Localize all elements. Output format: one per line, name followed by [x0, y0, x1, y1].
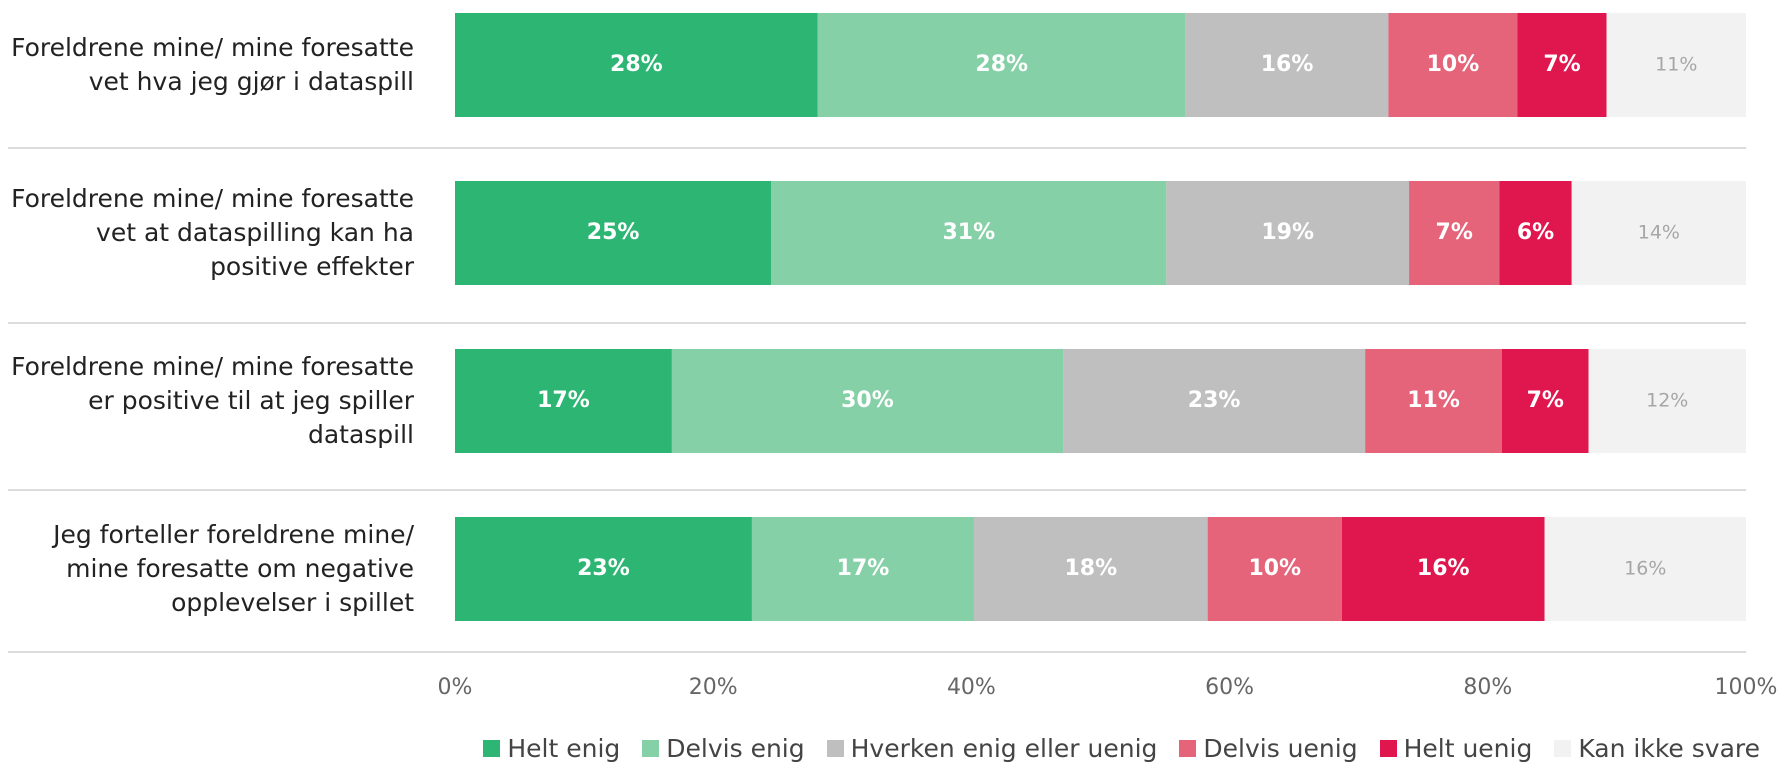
- legend-swatch: [1554, 740, 1572, 757]
- value-label: 7%: [1543, 52, 1580, 77]
- value-label: 28%: [975, 52, 1028, 77]
- value-label: 16%: [1261, 52, 1314, 77]
- legend-item: Helt uenig: [1379, 734, 1533, 763]
- x-tick-label: 80%: [1463, 675, 1512, 700]
- bar-segment: [671, 349, 1064, 453]
- legend-item: Delvis uenig: [1179, 734, 1358, 763]
- value-label: 10%: [1248, 556, 1301, 581]
- legend-item: Delvis enig: [642, 734, 805, 763]
- bar-segment: [1185, 13, 1389, 117]
- legend-label: Helt uenig: [1403, 734, 1533, 763]
- value-label: 17%: [837, 556, 890, 581]
- value-label: 18%: [1064, 556, 1117, 581]
- value-label: 14%: [1638, 222, 1680, 244]
- bar-segment: [455, 349, 672, 453]
- bar-segment: [1388, 13, 1518, 117]
- value-label: 23%: [1188, 388, 1241, 413]
- value-label: 17%: [537, 388, 590, 413]
- legend-swatch: [483, 740, 501, 757]
- bar-segment: [1588, 349, 1746, 453]
- value-label: 10%: [1427, 52, 1480, 77]
- value-label: 16%: [1417, 556, 1470, 581]
- legend-label: Helt enig: [507, 734, 621, 763]
- bar-segment: [1365, 349, 1503, 453]
- x-tick-label: 60%: [1205, 675, 1254, 700]
- bar-segment: [1502, 349, 1589, 453]
- legend-swatch: [1379, 740, 1397, 757]
- legend-label: Hverken enig eller uenig: [850, 734, 1158, 763]
- value-label: 30%: [841, 388, 894, 413]
- value-label: 28%: [610, 52, 663, 77]
- bar-segment: [751, 517, 974, 621]
- legend-label: Delvis enig: [666, 734, 805, 763]
- legend-swatch: [642, 740, 660, 757]
- bar-segment: [771, 181, 1167, 285]
- value-label: 11%: [1655, 54, 1697, 76]
- legend-item: Kan ikke svare: [1554, 734, 1760, 763]
- bar-segment: [455, 13, 818, 117]
- value-label: 11%: [1407, 388, 1460, 413]
- category-label: Foreldrene mine/ mine foresatte er posit…: [11, 352, 414, 449]
- bar-segment: [973, 517, 1208, 621]
- category-label: Foreldrene mine/ mine foresatte vet hva …: [11, 33, 414, 96]
- bar-segment: [1571, 181, 1746, 285]
- bar-segment: [455, 517, 752, 621]
- bar-segment: [1499, 181, 1572, 285]
- x-tick-label: 100%: [1715, 675, 1778, 700]
- x-tick-label: 40%: [947, 675, 996, 700]
- bar-segment: [1409, 181, 1500, 285]
- value-label: 6%: [1517, 220, 1554, 245]
- legend-label: Kan ikke svare: [1578, 734, 1760, 763]
- bar-segment: [817, 13, 1186, 117]
- legend-item: Hverken enig eller uenig: [826, 734, 1158, 763]
- legend-label: Delvis uenig: [1203, 734, 1358, 763]
- bar-segment: [1063, 349, 1366, 453]
- legend-swatch: [826, 740, 844, 757]
- bar-segment: [455, 181, 772, 285]
- bar-segment: [1207, 517, 1342, 621]
- bar-segment: [1606, 13, 1746, 117]
- bar-segment: [1341, 517, 1545, 621]
- bar-segment: [1166, 181, 1410, 285]
- value-label: 19%: [1261, 220, 1314, 245]
- value-label: 25%: [587, 220, 640, 245]
- x-tick-label: 20%: [689, 675, 738, 700]
- bar-segment: [1517, 13, 1607, 117]
- bar-segment: [1544, 517, 1746, 621]
- value-label: 7%: [1436, 220, 1473, 245]
- legend-swatch: [1179, 740, 1197, 757]
- value-label: 7%: [1527, 388, 1564, 413]
- value-label: 31%: [942, 220, 995, 245]
- value-label: 12%: [1646, 390, 1688, 412]
- legend: Helt enig Delvis enig Hverken enig eller u…: [483, 734, 1760, 763]
- x-tick-label: 0%: [438, 675, 473, 700]
- value-label: 23%: [577, 556, 630, 581]
- legend-item: Helt enig: [483, 734, 620, 763]
- category-label: Jeg forteller foreldrene mine/ mine fore…: [53, 520, 414, 617]
- value-label: 16%: [1624, 558, 1666, 580]
- category-label: Foreldrene mine/ mine foresatte vet at d…: [11, 184, 414, 281]
